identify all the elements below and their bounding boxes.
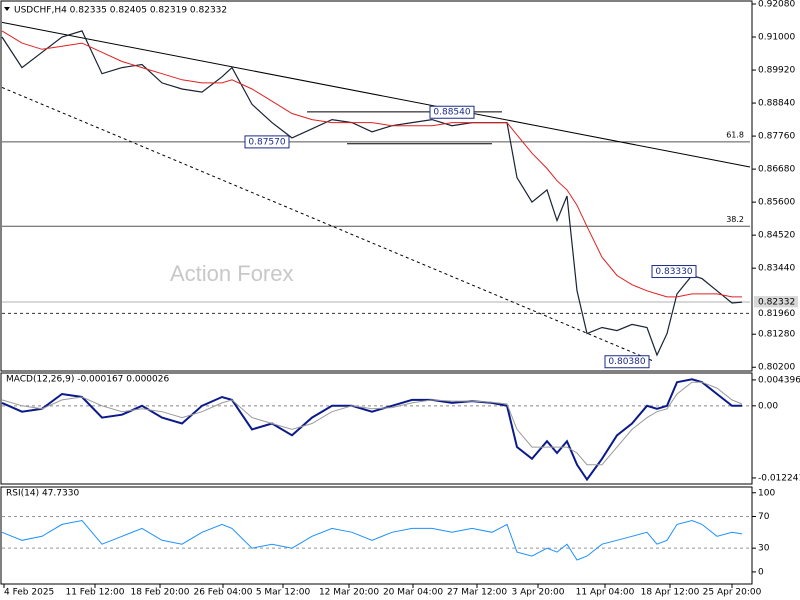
price-box-label: 0.88540 (433, 108, 470, 118)
y-tick-label: 0.87760 (758, 132, 795, 142)
y-tick-label: 0.86680 (758, 165, 795, 175)
trend-line (1, 87, 653, 361)
y-tick-label: 0.80200 (758, 363, 795, 373)
panel-title: MACD(12,26,9) -0.000167 0.000026 (6, 375, 169, 385)
price-box-label: 0.83330 (655, 267, 692, 277)
x-tick-label: 26 Feb 04:00 (193, 588, 252, 598)
panel-title: RSI(14) 47.7330 (6, 489, 79, 499)
panel-title: USDCHF,H4 0.82335 0.82405 0.82319 0.8233… (14, 6, 227, 16)
x-tick-label: 5 Mar 12:00 (256, 588, 311, 598)
price-box (429, 105, 475, 119)
x-tick-label: 25 Apr 20:00 (703, 588, 762, 598)
series-line (1, 381, 743, 466)
watermark: Action Forex (170, 261, 294, 286)
y-tick-label: 70 (758, 512, 770, 522)
price-box-label: 0.87570 (248, 137, 285, 147)
y-tick-label: 0 (758, 567, 764, 577)
price-box-label: 0.80380 (608, 357, 645, 367)
series-line (1, 30, 742, 298)
series-line (1, 378, 742, 482)
price-tag (754, 307, 798, 320)
y-tick-label: 0.004396 (758, 375, 800, 385)
level-label: 61.8 (726, 130, 744, 139)
series-line (1, 519, 743, 561)
y-tick-label: 0.00 (758, 401, 778, 411)
level-label: 38.2 (726, 215, 744, 224)
y-tick-label: -0.012241 (758, 473, 800, 483)
y-tick-label: 0.88840 (758, 99, 795, 109)
price-box (244, 135, 290, 149)
trend-line (1, 21, 751, 168)
series-line (1, 30, 743, 357)
main-frame (0, 0, 753, 372)
y-tick-label: 0.89920 (758, 66, 795, 76)
y-tick-label: 100 (758, 488, 775, 498)
macd-frame (0, 372, 753, 485)
x-tick-label: 27 Mar 12:00 (447, 588, 507, 598)
rsi-frame (0, 486, 753, 585)
x-tick-label: 20 Mar 04:00 (383, 588, 443, 598)
price-tag (754, 296, 798, 309)
price-tag-label: 0.81960 (758, 309, 795, 319)
x-tick-label: 11 Feb 12:00 (65, 588, 124, 598)
y-tick-label: 0.92080 (758, 0, 795, 10)
price-box (651, 265, 697, 279)
x-tick-label: 12 Mar 20:00 (319, 588, 379, 598)
x-tick-label: 18 Feb 20:00 (130, 588, 189, 598)
x-tick-label: 4 Feb 2025 (4, 588, 54, 598)
price-tag-label: 0.82332 (758, 298, 795, 308)
y-tick-label: 0.85600 (758, 198, 795, 208)
x-tick-label: 3 Apr 20:00 (512, 588, 565, 598)
price-box (604, 355, 650, 369)
y-tick-label: 0.81280 (758, 330, 795, 340)
menu-icon (4, 7, 10, 11)
x-tick-label: 18 Apr 12:00 (641, 588, 700, 598)
y-tick-label: 0.83440 (758, 264, 795, 274)
x-tick-label: 11 Apr 04:00 (576, 588, 635, 598)
y-tick-label: 0.84520 (758, 231, 795, 241)
y-tick-label: 30 (758, 544, 770, 554)
y-tick-label: 0.91000 (758, 33, 795, 43)
